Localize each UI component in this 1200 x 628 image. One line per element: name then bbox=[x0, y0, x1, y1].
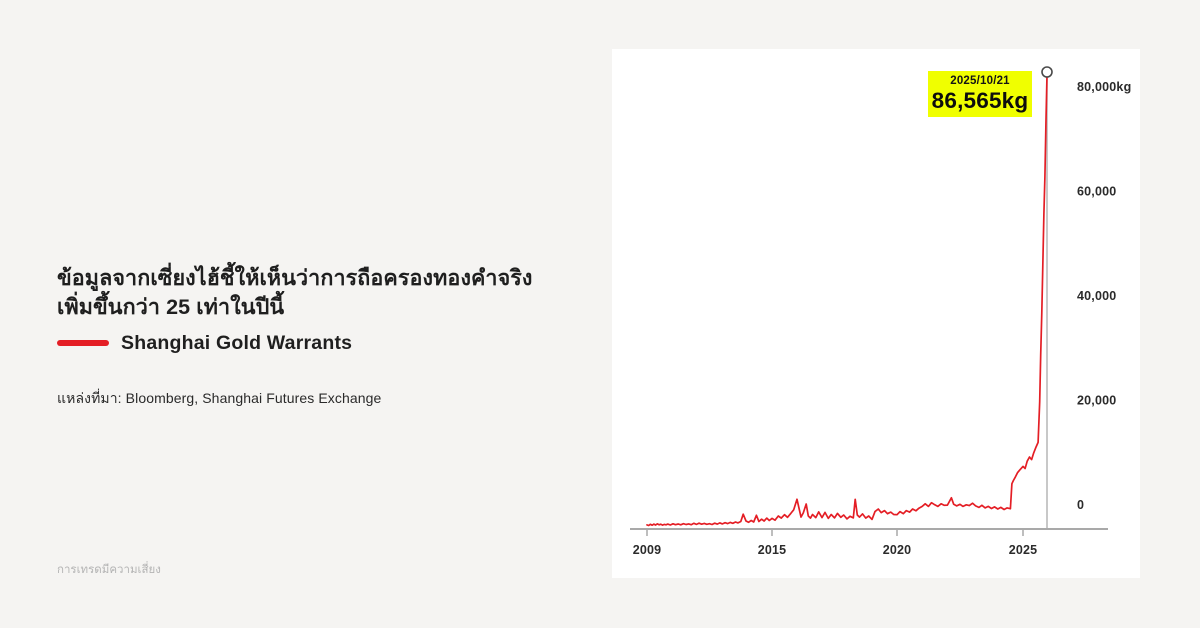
x-axis-label: 2015 bbox=[758, 543, 787, 557]
headline-line-1: ข้อมูลจากเซี่ยงไฮ้ชี้ให้เห็นว่าการถือครอ… bbox=[57, 266, 533, 290]
callout-date: 2025/10/21 bbox=[950, 74, 1010, 87]
legend-line-swatch bbox=[57, 340, 109, 346]
x-axis-label: 2009 bbox=[633, 543, 662, 557]
gold-warrants-chart: 2009 2015 2020 2025 0 20,000 40,000 60,000 80,00… bbox=[630, 66, 1131, 557]
legend-label: Shanghai Gold Warrants bbox=[121, 331, 353, 354]
y-axis-label: 20,000 bbox=[1077, 393, 1116, 407]
chart-card: 2009 2015 2020 2025 0 20,000 40,000 60,000 80,00… bbox=[612, 49, 1140, 578]
headline-line-2: เพิ่มขึ้นกว่า 25 เท่าในปีนี้ bbox=[57, 294, 285, 319]
last-value-callout: 2025/10/21 86,565kg bbox=[928, 71, 1032, 117]
callout-value: 86,565kg bbox=[931, 88, 1029, 113]
headline: ข้อมูลจากเซี่ยงไฮ้ชี้ให้เห็นว่าการถือครอ… bbox=[57, 264, 557, 321]
left-text-panel: ข้อมูลจากเซี่ยงไฮ้ชี้ให้เห็นว่าการถือครอ… bbox=[57, 0, 577, 628]
y-axis-label: 80,000kg bbox=[1077, 80, 1131, 94]
y-axis-label: 60,000 bbox=[1077, 185, 1116, 199]
x-axis-label: 2025 bbox=[1009, 543, 1038, 557]
chart-legend: Shanghai Gold Warrants bbox=[57, 330, 352, 356]
y-axis-label: 40,000 bbox=[1077, 289, 1116, 303]
source-attribution: แหล่งที่มา: Bloomberg, Shanghai Futures … bbox=[57, 390, 382, 406]
x-axis-label: 2020 bbox=[883, 543, 912, 557]
gold-warrants-line bbox=[646, 74, 1048, 527]
y-axis-label: 0 bbox=[1077, 498, 1084, 512]
endpoint-marker bbox=[1041, 66, 1053, 78]
risk-disclaimer: การเทรดมีความเสี่ยง bbox=[57, 564, 161, 576]
